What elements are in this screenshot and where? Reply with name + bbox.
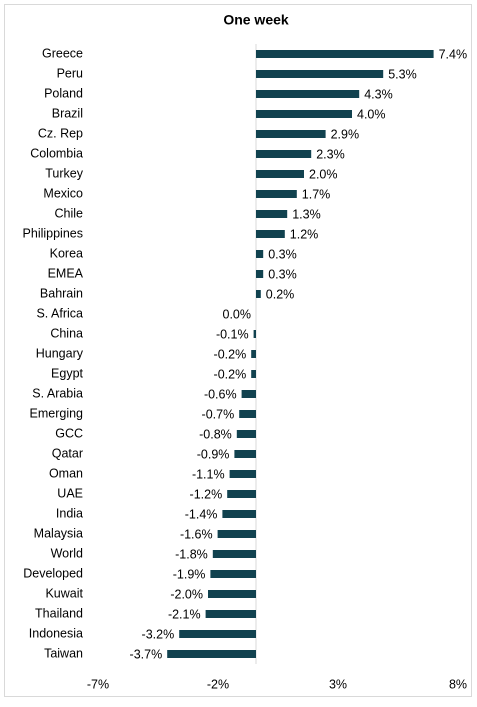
- value-label: 1.2%: [290, 227, 319, 241]
- y-tick-label: Developed: [23, 566, 83, 580]
- value-label: -0.2%: [214, 367, 247, 381]
- value-label: 4.3%: [364, 87, 393, 101]
- value-label: -1.8%: [175, 547, 208, 561]
- x-tick-label: 8%: [449, 677, 467, 691]
- value-label: 2.0%: [309, 167, 338, 181]
- bar: [251, 370, 256, 378]
- bar: [229, 470, 256, 478]
- bar: [239, 410, 256, 418]
- value-label: 0.3%: [268, 247, 297, 261]
- value-label: -1.4%: [185, 507, 218, 521]
- y-tick-label: Indonesia: [29, 626, 83, 640]
- value-label: -2.1%: [168, 607, 201, 621]
- value-label: 0.3%: [268, 267, 297, 281]
- y-tick-label: Poland: [44, 86, 83, 100]
- bar: [234, 450, 256, 458]
- value-label: 1.3%: [292, 207, 321, 221]
- y-tick-label: China: [50, 326, 83, 340]
- y-tick-label: Oman: [49, 466, 83, 480]
- value-label: 0.0%: [223, 307, 252, 321]
- y-tick-label: Peru: [57, 66, 83, 80]
- bar: [167, 650, 256, 658]
- value-label: 1.7%: [302, 187, 331, 201]
- y-tick-label: Greece: [42, 46, 83, 60]
- chart-frame: [4, 4, 472, 697]
- value-label: 2.9%: [331, 127, 360, 141]
- bar: [256, 150, 312, 158]
- value-label: -1.9%: [173, 567, 206, 581]
- y-tick-label: Emerging: [30, 406, 84, 420]
- bar: [256, 270, 264, 278]
- value-label: -0.7%: [202, 407, 235, 421]
- y-tick-label: Hungary: [36, 346, 84, 360]
- value-label: -2.0%: [170, 587, 203, 601]
- y-tick-label: EMEA: [48, 266, 84, 280]
- bar: [251, 350, 256, 358]
- bar: [253, 330, 256, 338]
- chart-title: One week: [223, 12, 289, 28]
- value-label: 7.4%: [439, 47, 468, 61]
- y-tick-label: Taiwan: [44, 646, 83, 660]
- y-tick-label: Cz. Rep: [38, 126, 83, 140]
- y-tick-label: Philippines: [23, 226, 83, 240]
- x-tick-label: 3%: [329, 677, 347, 691]
- value-label: -0.6%: [204, 387, 237, 401]
- y-tick-label: World: [51, 546, 83, 560]
- x-tick-label: -2%: [207, 677, 229, 691]
- y-tick-label: Turkey: [45, 166, 83, 180]
- x-tick-label: -7%: [87, 677, 109, 691]
- y-tick-label: Kuwait: [45, 586, 83, 600]
- bar: [205, 610, 256, 618]
- value-label: -0.9%: [197, 447, 230, 461]
- value-label: -0.1%: [216, 327, 249, 341]
- bar: [208, 590, 256, 598]
- bar: [256, 230, 285, 238]
- y-tick-label: GCC: [55, 426, 83, 440]
- y-tick-label: S. Africa: [36, 306, 83, 320]
- value-label: 2.3%: [316, 147, 345, 161]
- value-label: -0.2%: [214, 347, 247, 361]
- value-label: -3.2%: [142, 627, 175, 641]
- bar: [256, 190, 297, 198]
- y-tick-label: S. Arabia: [32, 386, 83, 400]
- bar: [236, 430, 256, 438]
- y-tick-label: Korea: [50, 246, 83, 260]
- y-tick-label: UAE: [57, 486, 83, 500]
- bar: [256, 210, 288, 218]
- value-label: 0.2%: [266, 287, 295, 301]
- bar: [217, 530, 256, 538]
- y-tick-label: Egypt: [51, 366, 83, 380]
- value-label: 5.3%: [388, 67, 417, 81]
- y-tick-label: Malaysia: [34, 526, 83, 540]
- bar: [256, 70, 384, 78]
- value-label: 4.0%: [357, 107, 386, 121]
- bar: [241, 390, 256, 398]
- bar: [256, 90, 360, 98]
- bar: [256, 170, 304, 178]
- value-label: -1.6%: [180, 527, 213, 541]
- bar: [256, 110, 352, 118]
- bar: [256, 130, 326, 138]
- bar: [227, 490, 256, 498]
- value-label: -3.7%: [130, 647, 163, 661]
- value-label: -1.2%: [190, 487, 223, 501]
- y-tick-label: India: [56, 506, 83, 520]
- value-label: -0.8%: [199, 427, 232, 441]
- bar: [256, 250, 264, 258]
- y-tick-label: Qatar: [52, 446, 83, 460]
- bar: [212, 550, 256, 558]
- y-tick-label: Mexico: [43, 186, 83, 200]
- y-tick-label: Colombia: [30, 146, 83, 160]
- bar: [256, 290, 261, 298]
- y-tick-label: Brazil: [52, 106, 83, 120]
- bar: [179, 630, 256, 638]
- y-tick-label: Bahrain: [40, 286, 83, 300]
- y-tick-label: Chile: [55, 206, 84, 220]
- bar: [256, 50, 434, 58]
- y-tick-label: Thailand: [35, 606, 83, 620]
- value-label: -1.1%: [192, 467, 225, 481]
- bar: [210, 570, 256, 578]
- bar: [222, 510, 256, 518]
